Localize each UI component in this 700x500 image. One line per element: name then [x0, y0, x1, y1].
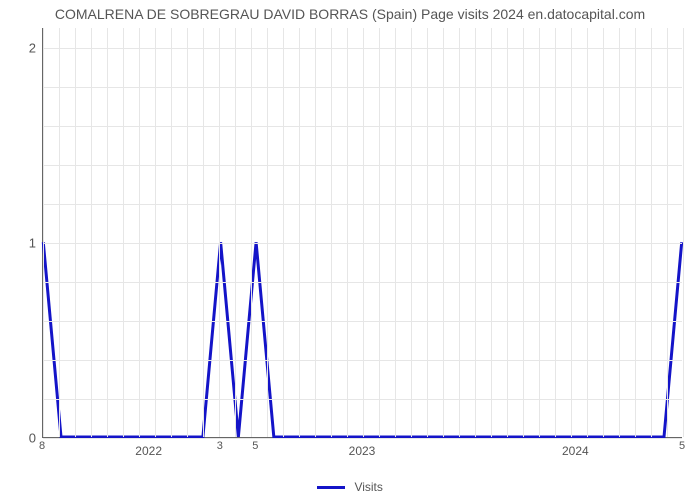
- legend-swatch: [317, 486, 345, 489]
- gridline-v: [635, 28, 636, 437]
- gridline-v: [427, 28, 428, 437]
- chart-title: COMALRENA DE SOBREGRAU DAVID BORRAS (Spa…: [0, 6, 700, 22]
- legend: Visits: [0, 480, 700, 494]
- gridline-v: [187, 28, 188, 437]
- plot-area: [42, 28, 682, 438]
- gridline-v: [475, 28, 476, 437]
- gridline-h: [43, 438, 682, 439]
- gridline-v: [651, 28, 652, 437]
- gridline-v: [619, 28, 620, 437]
- gridline-v: [139, 28, 140, 437]
- gridline-v: [219, 28, 220, 437]
- gridline-v: [395, 28, 396, 437]
- gridline-v: [555, 28, 556, 437]
- point-value-label: 5: [679, 440, 685, 452]
- y-tick-label: 2: [18, 40, 36, 55]
- gridline-v: [379, 28, 380, 437]
- gridline-v: [603, 28, 604, 437]
- chart-container: COMALRENA DE SOBREGRAU DAVID BORRAS (Spa…: [0, 0, 700, 500]
- gridline-v: [331, 28, 332, 437]
- gridline-v: [91, 28, 92, 437]
- gridline-v: [667, 28, 668, 437]
- point-value-label: 3: [217, 440, 223, 452]
- point-value-label: 5: [252, 440, 258, 452]
- gridline-v: [299, 28, 300, 437]
- point-value-label: 8: [39, 440, 45, 452]
- gridline-v: [539, 28, 540, 437]
- x-tick-label: 2023: [349, 444, 376, 458]
- gridline-v: [523, 28, 524, 437]
- gridline-v: [251, 28, 252, 437]
- y-tick-label: 1: [18, 235, 36, 250]
- gridline-v: [571, 28, 572, 437]
- gridline-v: [203, 28, 204, 437]
- gridline-v: [59, 28, 60, 437]
- gridline-v: [491, 28, 492, 437]
- gridline-v: [171, 28, 172, 437]
- gridline-v: [235, 28, 236, 437]
- gridline-v: [347, 28, 348, 437]
- gridline-v: [267, 28, 268, 437]
- y-tick-label: 0: [18, 431, 36, 446]
- gridline-v: [75, 28, 76, 437]
- gridline-v: [507, 28, 508, 437]
- gridline-v: [283, 28, 284, 437]
- gridline-v: [683, 28, 684, 437]
- gridline-v: [587, 28, 588, 437]
- gridline-v: [443, 28, 444, 437]
- gridline-v: [123, 28, 124, 437]
- gridline-v: [363, 28, 364, 437]
- gridline-v: [411, 28, 412, 437]
- gridline-v: [107, 28, 108, 437]
- x-tick-label: 2022: [135, 444, 162, 458]
- gridline-v: [459, 28, 460, 437]
- gridline-v: [155, 28, 156, 437]
- legend-label: Visits: [354, 480, 382, 494]
- gridline-v: [315, 28, 316, 437]
- gridline-v: [43, 28, 44, 437]
- x-tick-label: 2024: [562, 444, 589, 458]
